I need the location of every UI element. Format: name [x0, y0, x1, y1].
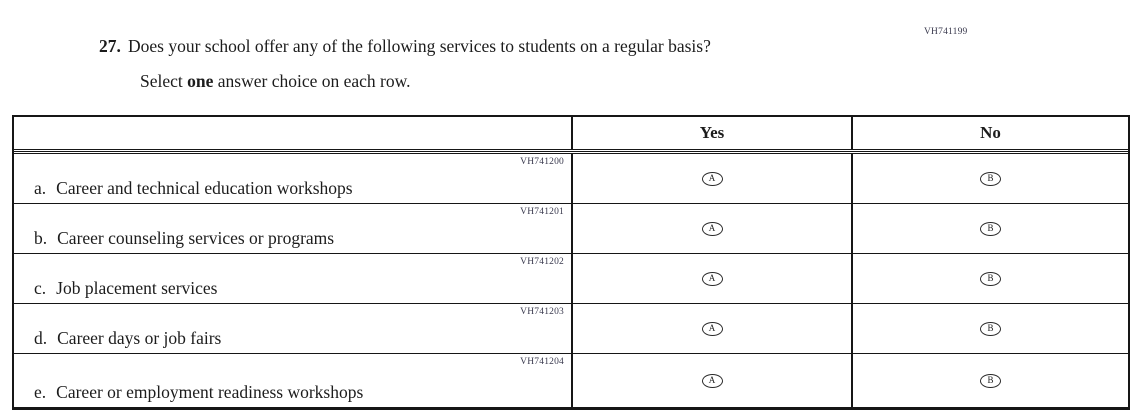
row-code: VH741203: [520, 307, 564, 317]
row-letter: c.: [34, 278, 47, 298]
yes-option-cell: A: [571, 154, 851, 203]
yes-option-cell: A: [571, 304, 851, 353]
row-letter: a.: [34, 178, 47, 198]
row-letter: e.: [34, 382, 47, 402]
bubble-letter: A: [708, 323, 716, 333]
row-code: VH741200: [520, 157, 564, 167]
no-option-cell: B: [851, 254, 1128, 303]
answer-table: Yes No VH741200 a. Career and technical e…: [12, 115, 1130, 410]
question-instruction: Select one answer choice on each row.: [140, 71, 411, 92]
row-label: e. Career or employment readiness worksho…: [34, 382, 363, 403]
table-row-b: VH741201 b. Career counseling services or…: [14, 204, 1128, 254]
bubble-letter: B: [987, 323, 994, 333]
bubble-letter: B: [987, 173, 994, 183]
bubble-letter: B: [987, 273, 994, 283]
answer-bubble-b[interactable]: B: [980, 321, 1001, 336]
bubble-letter: A: [708, 375, 716, 385]
row-code: VH741204: [520, 357, 564, 367]
table-body: VH741200 a. Career and technical educatio…: [14, 151, 1128, 407]
yes-option-cell: A: [571, 204, 851, 253]
answer-bubble-b[interactable]: B: [980, 373, 1001, 388]
answer-bubble-b[interactable]: B: [980, 171, 1001, 186]
table-row-d: VH741203 d. Career days or job fairs A B: [14, 304, 1128, 354]
row-label-cell: VH741201 b. Career counseling services or…: [14, 204, 571, 253]
bubble-letter: B: [987, 223, 994, 233]
bubble-letter: B: [987, 375, 994, 385]
no-option-cell: B: [851, 304, 1128, 353]
row-label-cell: VH741203 d. Career days or job fairs: [14, 304, 571, 353]
row-letter: b.: [34, 228, 48, 248]
answer-bubble-a[interactable]: A: [701, 321, 723, 336]
answer-bubble-a[interactable]: A: [701, 373, 723, 388]
row-code: VH741201: [520, 207, 564, 217]
no-option-cell: B: [851, 154, 1128, 203]
no-option-cell: B: [851, 204, 1128, 253]
bubble-letter: A: [708, 223, 716, 233]
instruction-prefix: Select: [140, 71, 188, 91]
row-label-text: Career and technical education workshops: [56, 178, 353, 198]
row-label-text: Career or employment readiness workshops: [56, 382, 364, 402]
answer-bubble-b[interactable]: B: [980, 271, 1001, 286]
row-label-text: Career counseling services or programs: [57, 228, 335, 248]
row-label: d. Career days or job fairs: [34, 328, 221, 349]
answer-bubble-a[interactable]: A: [701, 271, 723, 286]
row-label-cell: VH741200 a. Career and technical educatio…: [14, 154, 571, 203]
row-label-cell: VH741202 c. Job placement services: [14, 254, 571, 303]
table-row-e: VH741204 e. Career or employment readines…: [14, 354, 1128, 407]
row-label-cell: VH741204 e. Career or employment readines…: [14, 354, 571, 407]
table-header-row: Yes No: [14, 117, 1128, 150]
answer-bubble-a[interactable]: A: [701, 171, 723, 186]
answer-bubble-a[interactable]: A: [701, 221, 723, 236]
instruction-bold-word: one: [187, 71, 214, 91]
row-label: c. Job placement services: [34, 278, 217, 299]
bubble-letter: A: [708, 173, 716, 183]
instruction-suffix: answer choice on each row.: [213, 71, 411, 91]
question-accession-code: VH741199: [924, 27, 968, 37]
answer-bubble-b[interactable]: B: [980, 221, 1001, 236]
table-row-a: VH741200 a. Career and technical educatio…: [14, 154, 1128, 204]
row-label: a. Career and technical education worksho…: [34, 178, 353, 199]
header-cell-yes: Yes: [571, 117, 851, 149]
yes-option-cell: A: [571, 354, 851, 407]
header-cell-empty: [14, 117, 571, 149]
yes-option-cell: A: [571, 254, 851, 303]
question-text: Does your school offer any of the follow…: [128, 36, 711, 56]
row-label: b. Career counseling services or programs: [34, 228, 334, 249]
row-label-text: Job placement services: [56, 278, 218, 298]
no-option-cell: B: [851, 354, 1128, 407]
header-cell-no: No: [851, 117, 1128, 149]
bubble-letter: A: [708, 273, 716, 283]
table-row-c: VH741202 c. Job placement services A B: [14, 254, 1128, 304]
row-label-text: Career days or job fairs: [57, 328, 222, 348]
row-letter: d.: [34, 328, 48, 348]
row-code: VH741202: [520, 257, 564, 267]
question-number: 27.: [99, 36, 121, 56]
